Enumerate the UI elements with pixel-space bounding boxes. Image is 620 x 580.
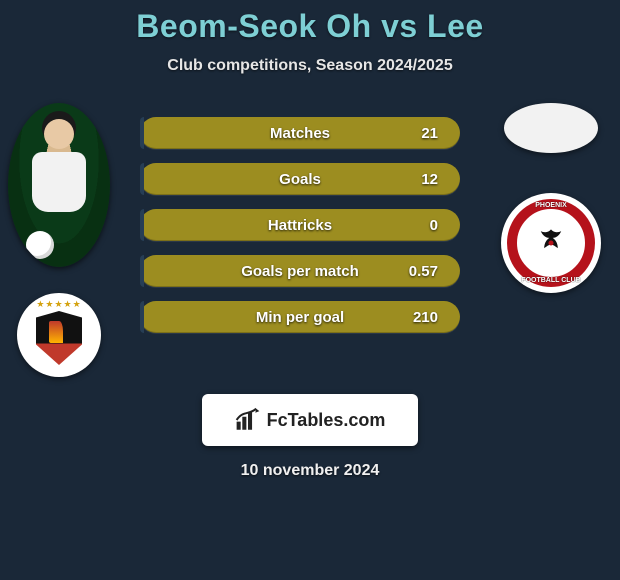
stat-label: Min per goal — [256, 309, 344, 326]
brand-badge: FcTables.com — [202, 394, 418, 446]
club-ring-text-top: PHOENIX — [501, 202, 601, 209]
stat-value: 0 — [430, 217, 438, 234]
stat-value: 21 — [421, 125, 438, 142]
stat-label: Goals per match — [241, 263, 359, 280]
player2-avatar — [504, 103, 598, 153]
player1-avatar — [8, 103, 110, 267]
stat-label: Matches — [270, 125, 330, 142]
stat-value: 210 — [413, 309, 438, 326]
club-ring-text-bottom: FOOTBALL CLUB — [501, 277, 601, 284]
player1-club-badge: ★★★★★ — [17, 293, 101, 377]
footer-date: 10 november 2024 — [241, 462, 380, 480]
brand-text: FcTables.com — [267, 410, 386, 431]
stat-bar: Hattricks 0 — [140, 209, 460, 241]
stat-bar: Goals 12 — [140, 163, 460, 195]
stat-bar: Goals per match 0.57 — [140, 255, 460, 287]
stat-bar: Min per goal 210 — [140, 301, 460, 333]
player1-name: Beom-Seok Oh — [136, 8, 371, 44]
stats-bars: Matches 21 Goals 12 Hattricks 0 Goals pe… — [140, 117, 460, 333]
vs-label: vs — [381, 8, 418, 44]
page-title: Beom-Seok Oh vs Lee — [0, 8, 620, 45]
stat-value: 12 — [421, 171, 438, 188]
phoenix-icon — [534, 226, 568, 260]
subtitle: Club competitions, Season 2024/2025 — [0, 57, 620, 75]
bars-icon — [235, 407, 261, 433]
stat-value: 0.57 — [409, 263, 438, 280]
stat-label: Goals — [279, 171, 321, 188]
player2-name: Lee — [427, 8, 484, 44]
stat-label: Hattricks — [268, 217, 332, 234]
shield-icon — [36, 311, 82, 365]
player2-club-badge: PHOENIX FOOTBALL CLUB — [501, 193, 601, 293]
stars-icon: ★★★★★ — [36, 299, 81, 310]
stat-bar: Matches 21 — [140, 117, 460, 149]
